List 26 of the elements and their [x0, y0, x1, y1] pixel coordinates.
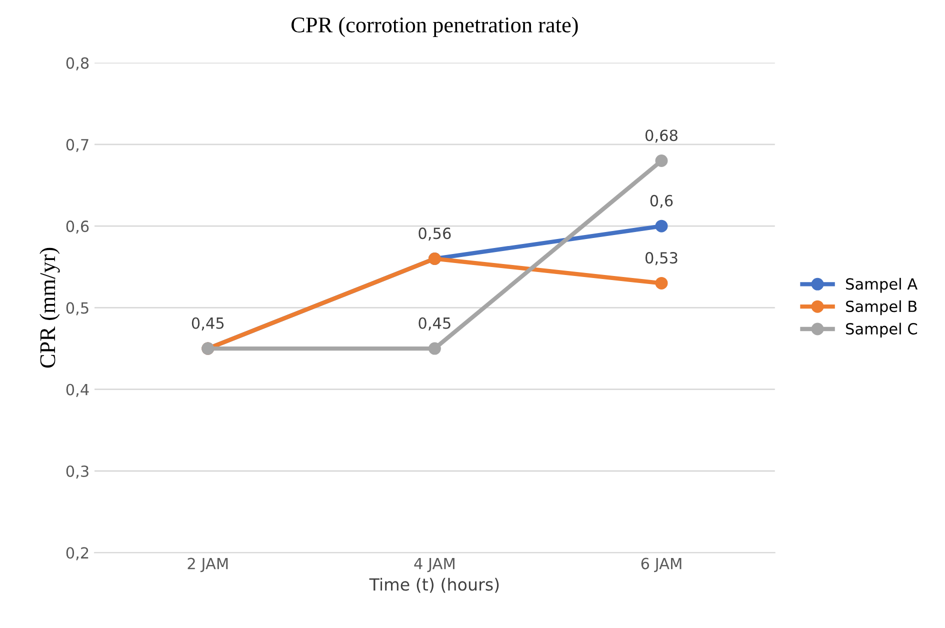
- y-tick-label: 0,8: [66, 57, 89, 70]
- legend-label: Sampel C: [846, 322, 918, 338]
- y-tick-label: 0,4: [66, 384, 89, 397]
- point: [428, 342, 441, 355]
- y-tick-label: 0,2: [66, 547, 88, 560]
- data-label: 0,45: [418, 317, 450, 330]
- data-label: 0,68: [646, 130, 678, 143]
- data-label: 0,45: [192, 317, 224, 330]
- x-tick-label: 4 JAM: [414, 558, 454, 572]
- legend-label: Sampel A: [846, 278, 918, 293]
- legend-label: Sampel B: [846, 300, 917, 316]
- data-label: 0,6: [650, 194, 673, 208]
- chart-title: CPR (corrotion penetration rate): [292, 16, 578, 37]
- y-tick-label: 0,5: [66, 302, 88, 316]
- y-tick-label: 0,7: [66, 138, 88, 152]
- data-label: 0,53: [646, 252, 678, 266]
- point: [655, 220, 668, 232]
- x-tick-label: 2 JAM: [188, 558, 228, 572]
- point: [655, 154, 668, 168]
- y-axis-title: CPR (mm/yr): [40, 248, 60, 368]
- y-tick-label: 0,3: [66, 465, 88, 479]
- x-tick-label: 6 JAM: [641, 558, 682, 572]
- point: [655, 276, 668, 290]
- data-label: 0,56: [418, 228, 451, 241]
- y-tick-label: 0,6: [66, 220, 89, 234]
- x-axis-title: Time (t) (hours): [369, 578, 499, 593]
